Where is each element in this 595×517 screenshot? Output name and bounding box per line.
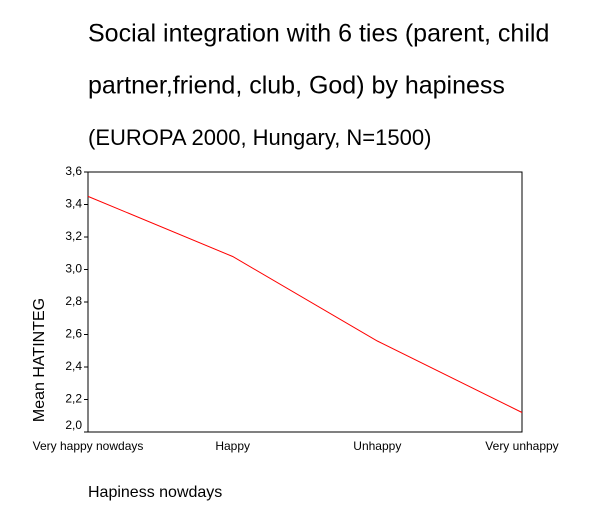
x-tick-label: Very unhappy <box>485 439 558 453</box>
chart-title: partner,friend, club, God) by hapiness <box>88 72 505 100</box>
chart-title: Social integration with 6 ties (parent, … <box>88 20 549 48</box>
y-tick-label: 2,8 <box>65 294 82 308</box>
plot-frame <box>87 171 523 433</box>
x-tick-label: Happy <box>215 439 250 453</box>
x-tick-label: Very happy nowdays <box>33 439 144 453</box>
y-tick-label: 2,6 <box>65 327 82 341</box>
y-tick-label: 2,4 <box>65 359 82 373</box>
x-axis-label: Hapiness nowdays <box>88 484 222 501</box>
y-axis-label: Mean HATINTEG <box>31 298 48 422</box>
data-line <box>87 195 523 413</box>
y-tick-label: 3,0 <box>65 262 82 276</box>
chart-subtitle: (EUROPA 2000, Hungary, N=1500) <box>88 125 431 150</box>
x-tick-label: Unhappy <box>353 439 401 453</box>
y-tick-label: 3,6 <box>65 164 82 178</box>
y-tick-label: 3,4 <box>65 197 82 211</box>
y-tick-label: 2,2 <box>65 392 82 406</box>
y-tick-label: 3,2 <box>65 229 82 243</box>
y-tick-label: 2,0 <box>65 418 82 432</box>
